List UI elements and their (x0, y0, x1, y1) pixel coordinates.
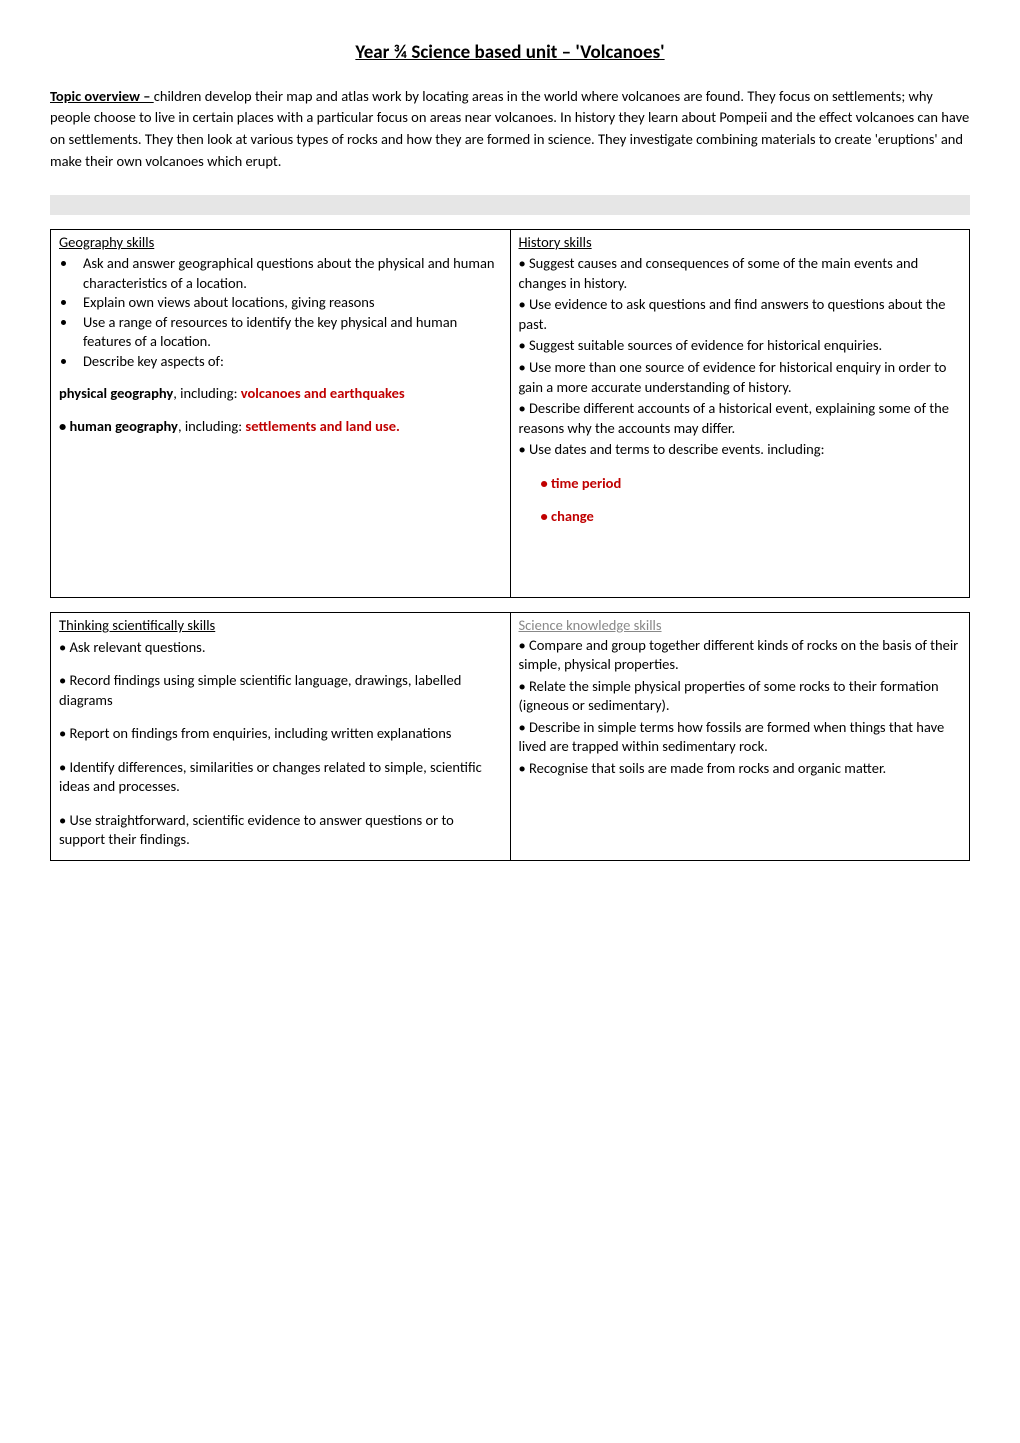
time-period-red: • time period (519, 474, 962, 494)
overview-text: children develop their map and atlas wor… (50, 87, 969, 170)
phys-geo-mid: , including: (173, 384, 240, 402)
human-geo-red: settlements and land use. (245, 417, 400, 435)
page-title: Year ¾ Science based unit – 'Volcanoes' (50, 40, 970, 66)
geography-cell: Geography skills Ask and answer geograph… (51, 229, 511, 597)
thinking-cell: Thinking scientifically skills • Ask rel… (51, 612, 511, 860)
list-item: Explain own views about locations, givin… (77, 293, 502, 313)
geography-heading: Geography skills (59, 233, 502, 253)
human-geo-label: • human geography (59, 417, 178, 435)
geography-history-table: Geography skills Ask and answer geograph… (50, 229, 970, 598)
overview-lead: Topic overview – (50, 87, 154, 105)
history-line: • Describe different accounts of a histo… (519, 399, 962, 438)
thinking-line: • Report on findings from enquiries, inc… (59, 724, 502, 744)
thinking-heading: Thinking scientifically skills (59, 616, 502, 636)
grey-divider-band (50, 195, 970, 215)
change-red: • change (519, 507, 962, 527)
science-line: • Describe in simple terms how fossils a… (519, 718, 962, 757)
science-line: • Relate the simple physical properties … (519, 677, 962, 716)
list-item: Ask and answer geographical questions ab… (77, 254, 502, 293)
phys-geo-red: volcanoes and earthquakes (241, 384, 405, 402)
thinking-line: • Use straightforward, scientific eviden… (59, 811, 502, 850)
science-line: • Recognise that soils are made from roc… (519, 759, 962, 779)
history-line: • Suggest suitable sources of evidence f… (519, 336, 962, 356)
human-geo-mid: , including: (178, 417, 245, 435)
human-geography-line: • human geography, including: settlement… (59, 417, 502, 437)
history-line: • Use evidence to ask questions and find… (519, 295, 962, 334)
topic-overview: Topic overview – children develop their … (50, 86, 970, 173)
thinking-line: • Ask relevant questions. (59, 638, 502, 658)
list-item: Use a range of resources to identify the… (77, 313, 502, 352)
science-line: • Compare and group together different k… (519, 636, 962, 675)
history-line: • Use more than one source of evidence f… (519, 358, 962, 397)
history-heading: History skills (519, 233, 962, 253)
history-line: • Use dates and terms to describe events… (519, 440, 962, 460)
physical-geography-line: physical geography, including: volcanoes… (59, 384, 502, 404)
geography-bullets: Ask and answer geographical questions ab… (77, 254, 502, 371)
thinking-line: • Identify differences, similarities or … (59, 758, 502, 797)
science-knowledge-cell: Science knowledge skills • Compare and g… (510, 612, 970, 860)
phys-geo-label: physical geography (59, 384, 173, 402)
list-item: Describe key aspects of: (77, 352, 502, 372)
history-cell: History skills • Suggest causes and cons… (510, 229, 970, 597)
thinking-science-table: Thinking scientifically skills • Ask rel… (50, 612, 970, 861)
history-line: • Suggest causes and consequences of som… (519, 254, 962, 293)
science-knowledge-heading: Science knowledge skills (519, 616, 962, 636)
thinking-line: • Record findings using simple scientifi… (59, 671, 502, 710)
